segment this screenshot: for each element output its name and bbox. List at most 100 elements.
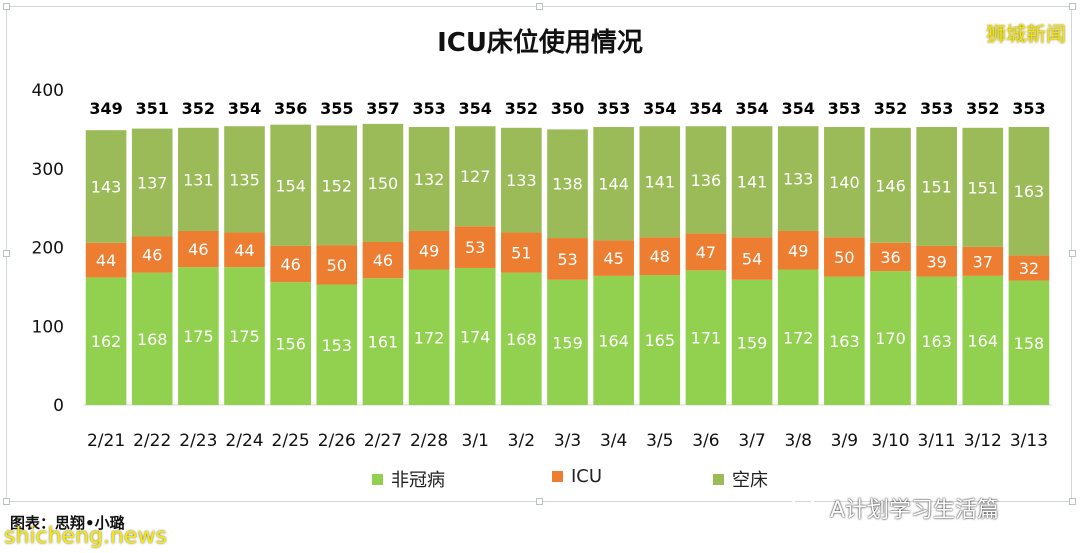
bar-segment-icu xyxy=(916,245,957,277)
data-label-non-covid: 158 xyxy=(1014,334,1045,353)
data-label-icu: 44 xyxy=(234,241,254,260)
wechat-icon xyxy=(791,496,822,520)
data-label-non-covid: 159 xyxy=(552,333,583,352)
legend-item-empty-bed: 空床 xyxy=(713,466,768,492)
data-label-empty-bed: 163 xyxy=(1014,182,1045,201)
data-label-icu: 50 xyxy=(834,248,854,267)
x-tick-label: 2/21 xyxy=(87,431,125,451)
bar-segment-non-covid xyxy=(593,275,634,405)
frame-handle-top-left[interactable] xyxy=(3,3,10,10)
bar-segment-non-covid xyxy=(639,275,681,405)
total-label: 354 xyxy=(459,99,492,118)
data-label-icu: 39 xyxy=(926,252,946,271)
x-tick-label: 2/23 xyxy=(179,431,217,451)
legend-swatch-empty-bed xyxy=(713,473,724,485)
x-tick-label: 3/4 xyxy=(600,431,627,451)
total-label: 354 xyxy=(228,99,261,118)
total-label: 357 xyxy=(366,99,399,118)
bar-segment-icu xyxy=(547,238,588,280)
y-tick-label: 400 xyxy=(32,81,64,101)
data-label-non-covid: 164 xyxy=(968,331,999,350)
total-label: 353 xyxy=(1012,99,1045,118)
bar-segment-icu xyxy=(1008,255,1050,281)
x-tick-label: 3/13 xyxy=(1010,431,1048,451)
data-label-empty-bed: 146 xyxy=(875,176,906,195)
total-label: 353 xyxy=(920,99,953,118)
bar-segment-icu xyxy=(362,241,404,279)
data-label-non-covid: 162 xyxy=(91,332,122,351)
bar-segment-icu xyxy=(454,226,496,268)
total-label: 356 xyxy=(274,99,307,118)
bar-segment-icu xyxy=(224,232,265,268)
legend-label-empty-bed: 空床 xyxy=(732,470,768,491)
data-label-icu: 50 xyxy=(327,256,347,275)
x-tick-label: 3/7 xyxy=(738,431,765,451)
frame-handle-bottom-right[interactable] xyxy=(1069,498,1076,505)
data-label-empty-bed: 131 xyxy=(183,170,214,189)
bar-segment-non-covid xyxy=(1008,280,1050,405)
bar-segment-empty-bed xyxy=(224,126,265,233)
bar-segment-icu xyxy=(870,242,911,272)
legend-swatch-non-covid xyxy=(372,473,383,485)
frame-handle-middle-left[interactable] xyxy=(3,250,10,257)
data-label-empty-bed: 140 xyxy=(829,173,860,192)
bar-segment-non-covid xyxy=(962,275,1004,405)
y-tick-label: 0 xyxy=(53,396,64,416)
data-label-icu: 49 xyxy=(788,241,808,260)
data-label-icu: 46 xyxy=(142,246,162,265)
frame-handle-bottom-center[interactable] xyxy=(536,498,543,505)
frame-handle-middle-right[interactable] xyxy=(1069,250,1076,257)
total-label: 354 xyxy=(689,99,722,118)
bar-segment-icu xyxy=(316,245,358,285)
chart-credit: 图表：思翔•小璐 xyxy=(10,514,125,532)
bar-segment-non-covid xyxy=(454,267,496,405)
data-label-non-covid: 174 xyxy=(460,327,491,346)
data-label-empty-bed: 141 xyxy=(645,173,676,192)
data-label-empty-bed: 143 xyxy=(91,177,122,196)
total-label: 351 xyxy=(136,99,169,118)
bar-segment-empty-bed xyxy=(131,128,173,237)
bar-segment-empty-bed xyxy=(1008,127,1050,256)
data-label-empty-bed: 151 xyxy=(921,177,952,196)
bar-segment-empty-bed xyxy=(270,124,311,246)
legend-item-icu: ICU xyxy=(552,466,602,487)
data-label-empty-bed: 137 xyxy=(137,174,168,193)
x-tick-label: 2/28 xyxy=(410,431,448,451)
bar-segment-non-covid xyxy=(777,269,819,405)
bar-segment-empty-bed xyxy=(870,127,911,243)
total-label: 352 xyxy=(874,99,907,118)
frame-handle-bottom-left[interactable] xyxy=(3,498,10,505)
chart-title: ICU床位使用情况 xyxy=(437,28,643,58)
x-tick-label: 2/22 xyxy=(133,431,171,451)
bar-segment-icu xyxy=(178,230,219,268)
data-label-empty-bed: 141 xyxy=(737,173,768,192)
bar-segment-non-covid xyxy=(731,279,773,405)
data-label-non-covid: 170 xyxy=(875,329,906,348)
total-label: 353 xyxy=(597,99,630,118)
data-label-non-covid: 159 xyxy=(737,333,768,352)
data-label-non-covid: 175 xyxy=(229,327,260,346)
data-label-non-covid: 165 xyxy=(645,331,676,350)
x-tick-label: 3/9 xyxy=(831,431,858,451)
data-label-icu: 49 xyxy=(419,241,439,260)
bar-segment-icu xyxy=(593,240,634,276)
bar-segment-empty-bed xyxy=(593,127,634,241)
x-tick-label: 2/26 xyxy=(318,431,356,451)
data-label-non-covid: 171 xyxy=(691,329,722,348)
bar-segment-non-covid xyxy=(685,270,727,405)
legend: 非冠病 ICU 空床 xyxy=(0,466,1080,492)
data-label-empty-bed: 133 xyxy=(506,171,537,190)
bar-segment-empty-bed xyxy=(85,130,127,243)
frame-handle-top-center[interactable] xyxy=(536,3,543,10)
corner-logo-watermark: 狮城新闻 xyxy=(986,22,1066,46)
x-tick-label: 3/11 xyxy=(918,431,956,451)
bar-segment-non-covid xyxy=(270,282,311,405)
x-tick-label: 3/12 xyxy=(964,431,1002,451)
bar-segment-empty-bed xyxy=(316,125,358,246)
bar-segment-non-covid xyxy=(870,271,911,405)
bar-segment-non-covid xyxy=(131,272,173,405)
x-tick-label: 2/27 xyxy=(364,431,402,451)
frame-handle-top-right[interactable] xyxy=(1069,3,1076,10)
bar-segment-icu xyxy=(639,237,681,276)
